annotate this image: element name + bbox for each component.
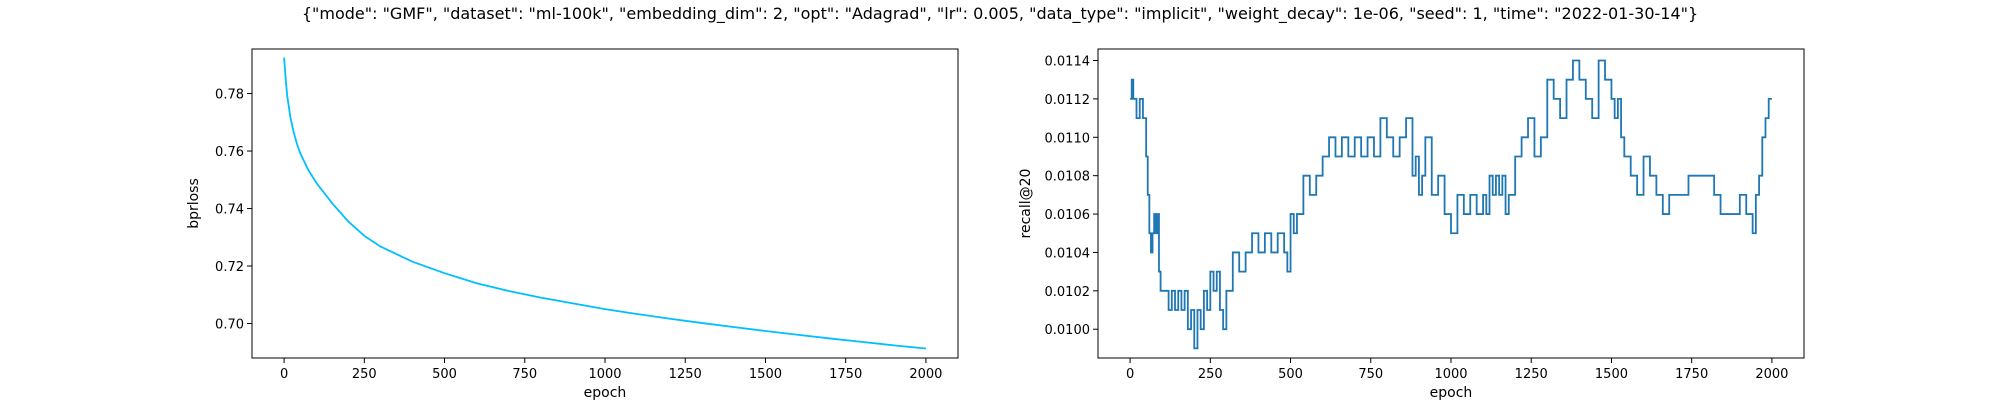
series-line-0 [1130, 59, 1772, 350]
y-tick-label: 0.70 [215, 318, 244, 333]
x-tick-label: 0 [1126, 367, 1134, 382]
figure-title: {"mode": "GMF", "dataset": "ml-100k", "e… [301, 4, 1699, 23]
x-tick-label: 1500 [1595, 367, 1628, 382]
y-tick-label: 0.0108 [1045, 170, 1091, 185]
y-tick-label: 0.0100 [1045, 323, 1091, 338]
y-tick-label: 0.0114 [1045, 55, 1091, 70]
x-axis-label: epoch [1430, 385, 1473, 400]
x-tick-label: 1500 [749, 367, 782, 382]
x-tick-label: 750 [512, 367, 537, 382]
y-tick-label: 0.72 [215, 260, 244, 275]
axes-frame [251, 48, 959, 359]
x-tick-label: 1000 [1434, 367, 1467, 382]
y-tick-label: 0.0110 [1045, 131, 1091, 146]
x-tick-label: 1250 [669, 367, 702, 382]
x-tick-label: 0 [280, 367, 288, 382]
recall-chart: 0 250 500 750 1000 1250 1500 1750 2000 0.0100 0.01… [1018, 48, 1805, 400]
x-tick-label: 250 [352, 367, 377, 382]
y-axis-label: recall@20 [1018, 169, 1034, 239]
x-tick-label: 1750 [1675, 367, 1708, 382]
x-tick-label: 2000 [1755, 367, 1788, 382]
y-tick-label: 0.0102 [1045, 285, 1091, 300]
x-tick-label: 1250 [1515, 367, 1548, 382]
x-tick-label: 750 [1358, 367, 1383, 382]
y-tick-label: 0.76 [215, 145, 244, 160]
x-axis-label: epoch [584, 385, 627, 400]
y-tick-label: 0.0106 [1045, 208, 1091, 223]
x-tick-label: 2000 [909, 367, 942, 382]
x-tick-label: 500 [432, 367, 457, 382]
x-tick-label: 1000 [588, 367, 621, 382]
x-tick-label: 500 [1278, 367, 1303, 382]
x-tick-label: 250 [1198, 367, 1223, 382]
y-axis-label: bprloss [186, 178, 202, 229]
bprloss-chart: 0 250 500 750 1000 1250 1500 1750 2000 0.70 0.72 0.… [186, 48, 959, 400]
y-tick-label: 0.0112 [1045, 93, 1091, 108]
y-tick-label: 0.74 [215, 203, 244, 218]
series-line-0 [283, 57, 926, 350]
y-tick-label: 0.0104 [1045, 246, 1091, 261]
y-tick-label: 0.78 [215, 88, 244, 103]
x-tick-label: 1750 [829, 367, 862, 382]
